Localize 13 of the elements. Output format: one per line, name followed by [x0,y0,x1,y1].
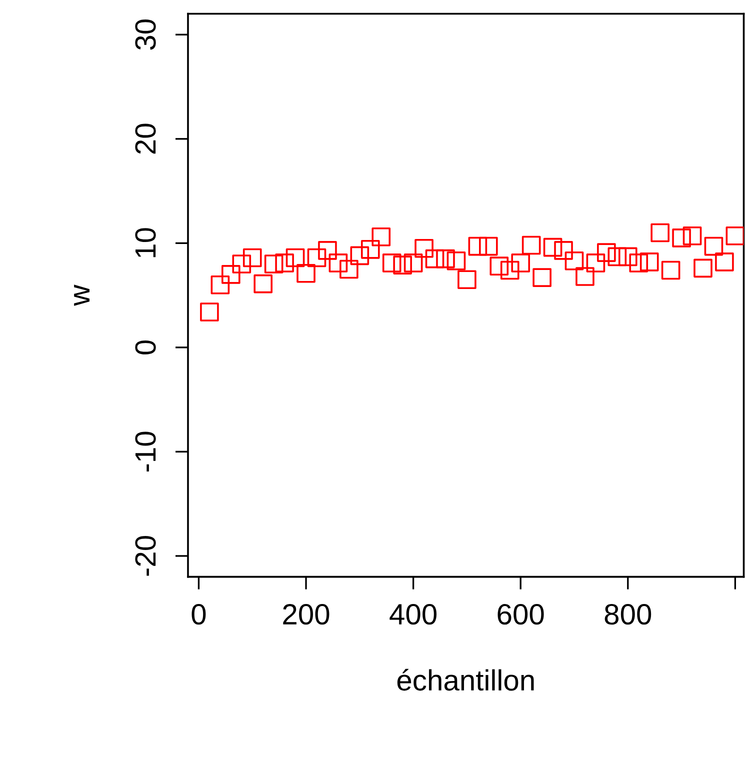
y-tick-label: 0 [135,340,156,354]
y-tick-label: -20 [135,536,156,576]
x-axis-title: échantillon [397,668,534,691]
y-tick-label: 10 [135,228,156,258]
y-tick-label: 20 [135,124,156,154]
y-tick-label: -10 [135,432,156,472]
y-tick-label: 30 [135,20,156,50]
x-tick-label: 200 [283,604,330,625]
y-axis-title: w [74,284,90,306]
x-tick-label: 0 [192,604,206,625]
x-tick-label: 600 [498,604,544,625]
x-tick-label: 800 [604,604,652,625]
x-tick-label: 400 [390,604,436,625]
